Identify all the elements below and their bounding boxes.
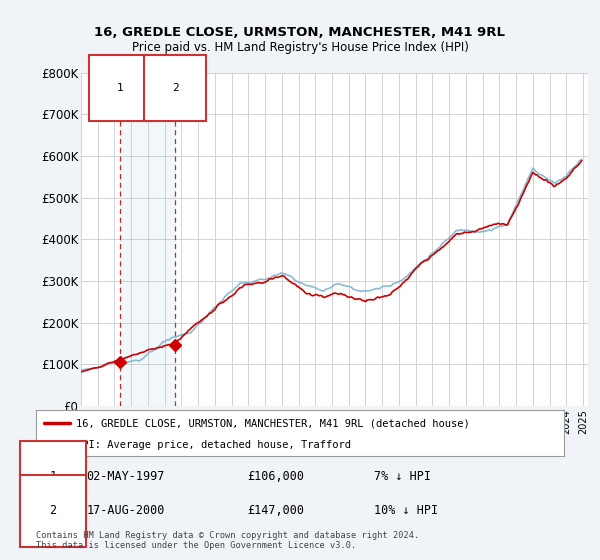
Text: 2: 2 (49, 504, 56, 517)
Text: 1: 1 (49, 470, 56, 483)
Text: 02-MAY-1997: 02-MAY-1997 (86, 470, 164, 483)
Text: 17-AUG-2000: 17-AUG-2000 (86, 504, 164, 517)
Text: 7% ↓ HPI: 7% ↓ HPI (374, 470, 431, 483)
Bar (120, 73, 175, 406)
Text: £106,000: £106,000 (247, 470, 304, 483)
Text: 10% ↓ HPI: 10% ↓ HPI (374, 504, 438, 517)
Text: 2: 2 (172, 83, 179, 93)
Text: Price paid vs. HM Land Registry's House Price Index (HPI): Price paid vs. HM Land Registry's House … (131, 40, 469, 54)
Text: 1: 1 (116, 83, 124, 93)
Text: £147,000: £147,000 (247, 504, 304, 517)
Text: 16, GREDLE CLOSE, URMSTON, MANCHESTER, M41 9RL: 16, GREDLE CLOSE, URMSTON, MANCHESTER, M… (95, 26, 505, 39)
Text: HPI: Average price, detached house, Trafford: HPI: Average price, detached house, Traf… (76, 440, 350, 450)
Text: 16, GREDLE CLOSE, URMSTON, MANCHESTER, M41 9RL (detached house): 16, GREDLE CLOSE, URMSTON, MANCHESTER, M… (76, 418, 469, 428)
Text: Contains HM Land Registry data © Crown copyright and database right 2024.
This d: Contains HM Land Registry data © Crown c… (36, 531, 419, 550)
